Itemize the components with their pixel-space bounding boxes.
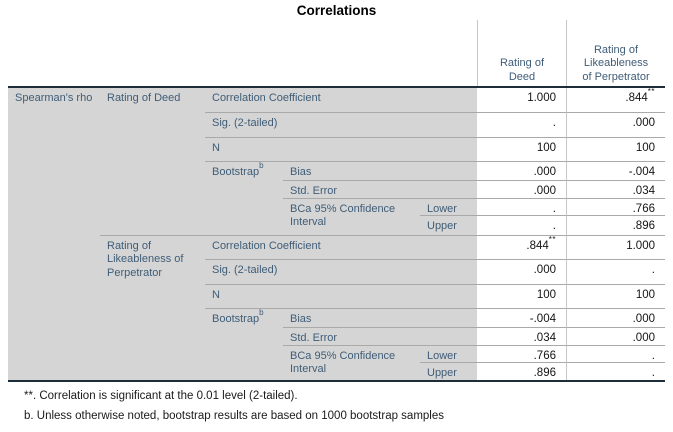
value-cell: .034 bbox=[566, 180, 665, 198]
value-cell: . bbox=[566, 345, 665, 362]
column-header-label: Rating of Likeableness of Perpetrator bbox=[582, 43, 650, 83]
value-cell: 1.000 bbox=[477, 88, 566, 112]
value-cell: 100 bbox=[477, 284, 566, 308]
row-label-bca-confidence-interval: BCa 95% Confidence Interval bbox=[283, 345, 420, 382]
correlations-table: Rating of Deed Rating of Likeableness of… bbox=[8, 20, 665, 382]
value-cell: .000 bbox=[566, 327, 665, 345]
column-header-rating-of-likeableness: Rating of Likeableness of Perpetrator bbox=[566, 20, 665, 88]
row-label-lower: Lower bbox=[420, 198, 477, 215]
row-label-bias: Bias bbox=[283, 308, 477, 327]
row-label-n: N bbox=[205, 284, 477, 308]
row-label-bca-confidence-interval: BCa 95% Confidence Interval bbox=[283, 198, 420, 235]
row-label-lower: Lower bbox=[420, 345, 477, 362]
row-label-bootstrap: Bootstrap b bbox=[205, 161, 283, 235]
footnote-significance: **. Correlation is significant at the 0.… bbox=[24, 390, 298, 402]
footnote-bootstrap: b. Unless otherwise noted, bootstrap res… bbox=[24, 410, 444, 422]
value-cell: .000 bbox=[566, 112, 665, 137]
row-label-bias: Bias bbox=[283, 161, 477, 180]
value-cell: .000 bbox=[566, 308, 665, 327]
value-cell: 100 bbox=[566, 284, 665, 308]
header-spacer bbox=[8, 20, 477, 88]
value-cell: .000 bbox=[477, 180, 566, 198]
value-cell: 100 bbox=[477, 137, 566, 161]
column-header-rating-of-deed: Rating of Deed bbox=[477, 20, 566, 88]
value-cell: . bbox=[477, 112, 566, 137]
value-cell: .766 bbox=[566, 198, 665, 215]
row-label-n: N bbox=[205, 137, 477, 161]
row-label-spearmans-rho: Spearman's rho bbox=[8, 88, 100, 382]
row-label-bootstrap: Bootstrap b bbox=[205, 308, 283, 382]
value-cell: .896 bbox=[477, 362, 566, 382]
row-label-variable-rating-of-likeableness: Rating of Likeableness of Perpetrator bbox=[100, 235, 205, 382]
value-cell: .034 bbox=[477, 327, 566, 345]
row-label-correlation-coefficient: Correlation Coefficient bbox=[205, 88, 477, 112]
row-label-std-error: Std. Error bbox=[283, 327, 477, 345]
table-bottom-rule bbox=[8, 380, 665, 382]
value-cell: .000 bbox=[477, 259, 566, 284]
value-number: .844 bbox=[526, 240, 549, 252]
value-cell: .844 ** bbox=[477, 235, 566, 259]
table-title: Correlations bbox=[296, 3, 377, 18]
row-label-variable-rating-of-deed: Rating of Deed bbox=[100, 88, 205, 235]
row-label-sig-2-tailed: Sig. (2-tailed) bbox=[205, 259, 477, 284]
value-cell: 1.000 bbox=[566, 235, 665, 259]
bootstrap-label: Bootstrap bbox=[212, 166, 260, 178]
value-number: .844 bbox=[625, 92, 648, 104]
value-cell: . bbox=[566, 259, 665, 284]
value-cell: 100 bbox=[566, 137, 665, 161]
row-label-upper: Upper bbox=[420, 362, 477, 382]
row-label-sig-2-tailed: Sig. (2-tailed) bbox=[205, 112, 477, 137]
value-cell: .844 ** bbox=[566, 88, 665, 112]
value-cell: .766 bbox=[477, 345, 566, 362]
table-top-rule bbox=[8, 86, 665, 88]
value-cell: . bbox=[477, 215, 566, 235]
value-cell: . bbox=[477, 198, 566, 215]
value-cell: -.004 bbox=[566, 161, 665, 180]
value-cell: .896 bbox=[566, 215, 665, 235]
value-cell: .000 bbox=[477, 161, 566, 180]
row-label-std-error: Std. Error bbox=[283, 180, 477, 198]
value-cell: -.004 bbox=[477, 308, 566, 327]
row-label-upper: Upper bbox=[420, 215, 477, 235]
bootstrap-label: Bootstrap bbox=[212, 313, 260, 325]
column-header-label: Rating of Deed bbox=[499, 57, 545, 83]
value-cell: . bbox=[566, 362, 665, 382]
row-label-correlation-coefficient: Correlation Coefficient bbox=[205, 235, 477, 259]
